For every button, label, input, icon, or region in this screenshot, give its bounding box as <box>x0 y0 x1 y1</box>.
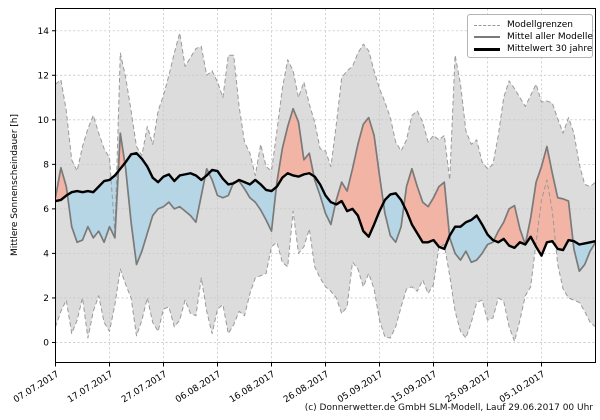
svg-text:16.08.2017: 16.08.2017 <box>228 370 277 406</box>
legend-item-modellgrenzen: Modellgrenzen <box>474 19 586 31</box>
svg-text:8: 8 <box>43 160 49 170</box>
svg-text:14: 14 <box>38 27 50 37</box>
svg-text:12: 12 <box>38 71 49 81</box>
y-axis-ticks: 0 2 4 6 8 10 12 14 <box>38 27 56 348</box>
legend-item-mittelwert-30-jahre: Mittelwert 30 jahre <box>474 43 592 55</box>
x-axis-ticks: 07.07.2017 17.07.2017 27.07.2017 06.08.2017… <box>12 362 547 406</box>
legend-item-mittel-aller-modelle: Mittel aller Modelle <box>474 31 593 43</box>
svg-text:4: 4 <box>43 249 49 259</box>
svg-text:2: 2 <box>43 294 49 304</box>
legend-label: Mittelwert 30 jahre <box>507 44 593 54</box>
svg-text:17.07.2017: 17.07.2017 <box>66 370 115 406</box>
svg-text:05.09.2017: 05.09.2017 <box>336 370 385 406</box>
model-range-band <box>55 32 596 342</box>
svg-text:25.09.2017: 25.09.2017 <box>444 370 493 406</box>
legend-label: Mittel aller Modelle <box>507 32 593 42</box>
svg-text:10: 10 <box>38 116 50 126</box>
dashed-line-icon <box>474 24 500 26</box>
svg-text:27.07.2017: 27.07.2017 <box>120 370 169 406</box>
svg-text:0: 0 <box>43 338 49 348</box>
black-line-icon <box>474 47 500 51</box>
model-range-boundaries <box>55 32 596 342</box>
legend-label: Modellgrenzen <box>507 20 573 30</box>
svg-text:6: 6 <box>43 205 49 215</box>
svg-text:26.08.2017: 26.08.2017 <box>282 370 331 406</box>
y-axis-label: Mittlere Sonnenscheindauer [h] <box>10 114 20 256</box>
svg-text:05.10.2017: 05.10.2017 <box>498 370 547 406</box>
svg-text:15.09.2017: 15.09.2017 <box>390 370 439 406</box>
copyright-footer: (c) Donnerwetter.de GmbH SLM-Modell, Lau… <box>304 403 593 413</box>
svg-text:06.08.2017: 06.08.2017 <box>174 370 223 406</box>
gray-line-icon <box>474 36 500 38</box>
svg-text:07.07.2017: 07.07.2017 <box>12 370 61 406</box>
mean-lines <box>54 107 597 273</box>
chart-legend: Modellgrenzen Mittel aller Modelle Mitte… <box>467 14 593 58</box>
